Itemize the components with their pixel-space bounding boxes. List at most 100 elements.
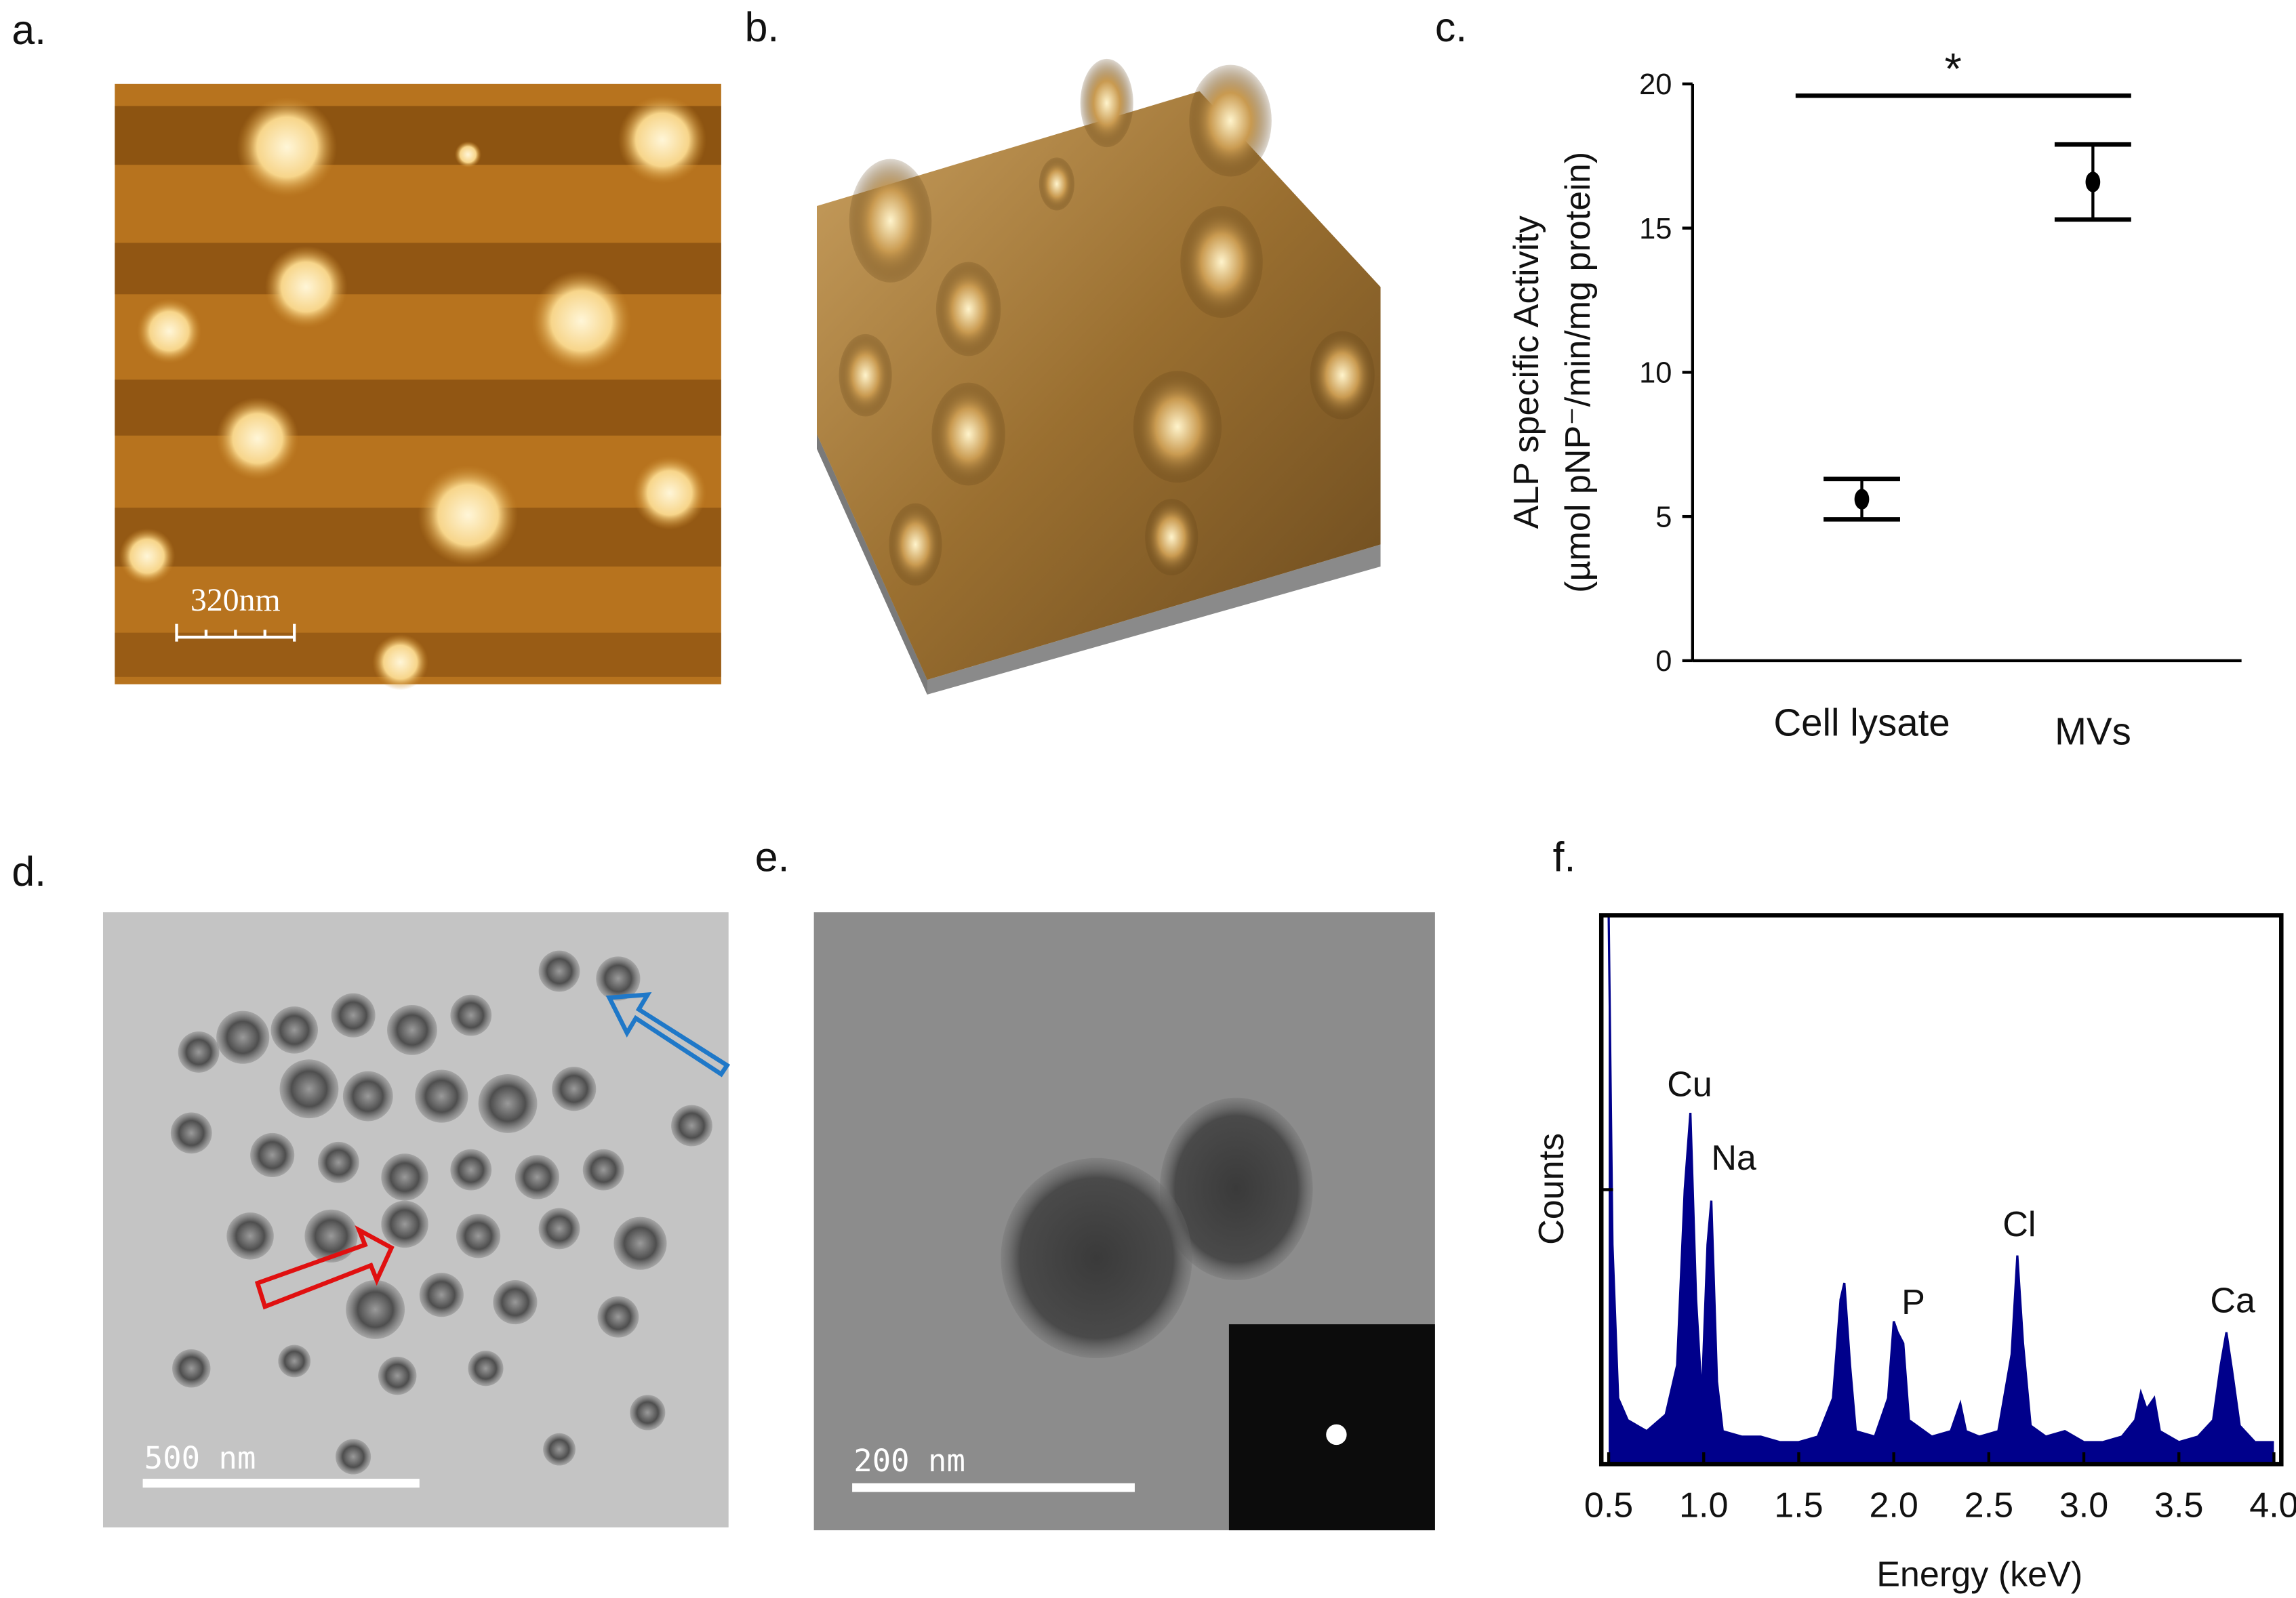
vesicle [1159, 1097, 1313, 1280]
peak [1189, 64, 1272, 177]
mean-point [2085, 171, 2101, 192]
block-side [816, 434, 927, 695]
scale-bar-label: 200 nm [853, 1443, 965, 1479]
afm-image: 320nm [115, 83, 721, 691]
peak [1310, 331, 1375, 419]
panel-label: a. [12, 7, 46, 53]
peak-label: Ca [2210, 1282, 2255, 1321]
y-tick-label: 0 [1655, 645, 1672, 678]
tem-image: 200 nm [813, 912, 1435, 1531]
scan-band [115, 380, 721, 436]
x-tick-label: 1.0 [1679, 1486, 1728, 1525]
x-tick-label: MVs [2055, 710, 2131, 753]
panel-label: c. [1435, 4, 1467, 50]
panel-label: d. [12, 848, 46, 895]
peak [1145, 499, 1199, 575]
particle [172, 1349, 211, 1388]
y-axis-label: (µmol pNP⁻/min/mg protein) [1558, 152, 1598, 593]
peak [889, 503, 942, 586]
x-tick-label: 4.0 [2249, 1486, 2296, 1525]
particle [342, 1071, 393, 1122]
x-tick-label: 2.5 [1965, 1486, 2013, 1525]
particle [279, 1059, 339, 1119]
peak-label: P [1901, 1283, 1925, 1322]
y-tick-label: 20 [1639, 68, 1672, 101]
y-tick-label: 5 [1655, 501, 1672, 533]
x-tick-label: 3.0 [2059, 1486, 2108, 1525]
particle [170, 1112, 212, 1154]
particle [538, 1208, 580, 1250]
particle [543, 1433, 576, 1466]
diffraction-spot [1326, 1424, 1347, 1446]
particle [468, 1351, 504, 1387]
particle [450, 1149, 492, 1191]
panel-label: e. [755, 834, 790, 880]
scale-bar-label: 320nm [190, 582, 281, 618]
scale-bar [852, 1483, 1135, 1492]
particle [331, 993, 376, 1038]
particle [597, 1296, 639, 1338]
particle [538, 950, 580, 992]
particle [493, 1279, 538, 1325]
particle [381, 1153, 428, 1201]
particle [378, 1356, 417, 1395]
panel-label: b. [745, 4, 780, 50]
panel-label: f. [1553, 834, 1576, 880]
particle [671, 1105, 712, 1147]
particle [226, 1212, 274, 1260]
particle [387, 1004, 437, 1055]
vesicle [418, 465, 519, 565]
x-tick-label: 3.5 [2154, 1486, 2203, 1525]
x-tick-label: 1.5 [1774, 1486, 1823, 1525]
scan-band [115, 508, 721, 567]
particle [456, 1214, 501, 1258]
arrow-blue [605, 992, 731, 1078]
particle [216, 1010, 270, 1064]
vesicle [531, 270, 632, 371]
vesicle [454, 141, 481, 168]
x-tick-label: 2.0 [1869, 1486, 1918, 1525]
particles [170, 950, 712, 1475]
particle [317, 1141, 359, 1183]
vesicle [119, 528, 176, 585]
particle [178, 1031, 220, 1073]
peak [1180, 206, 1263, 319]
particle [596, 956, 641, 1001]
scale-bar [175, 623, 296, 642]
arrow-red [254, 1225, 395, 1310]
peak [935, 262, 1001, 356]
particle [270, 1006, 318, 1054]
tem-image: 500 nm [102, 912, 731, 1528]
vesicle [216, 397, 299, 480]
significance-mark: * [1944, 44, 1961, 94]
y-axis-label: Counts [1532, 1133, 1571, 1245]
vesicle [264, 245, 348, 329]
peak [1080, 58, 1133, 148]
vesicles [119, 96, 707, 691]
particle [304, 1209, 358, 1263]
scale-bar [142, 1479, 420, 1488]
mean-point [1854, 489, 1870, 510]
peak [1133, 371, 1222, 483]
particle [450, 994, 492, 1036]
peak [931, 382, 1005, 486]
particle [515, 1155, 560, 1200]
vesicle [632, 456, 707, 530]
x-axis-label: Energy (keV) [1876, 1555, 2082, 1595]
afm-3d-image [816, 58, 1381, 695]
peak [839, 333, 892, 417]
scan-band [115, 243, 721, 295]
peak-label: Cu [1667, 1065, 1712, 1105]
peak [849, 159, 932, 283]
block-side [816, 434, 1381, 695]
particle [415, 1069, 468, 1123]
particle [478, 1074, 538, 1133]
vesicle [618, 96, 707, 184]
particle [346, 1279, 405, 1339]
particle [582, 1149, 624, 1191]
scale-bar-label: 500 nm [144, 1440, 256, 1476]
peak-label: Cl [2002, 1205, 2036, 1244]
particle [613, 1216, 667, 1270]
